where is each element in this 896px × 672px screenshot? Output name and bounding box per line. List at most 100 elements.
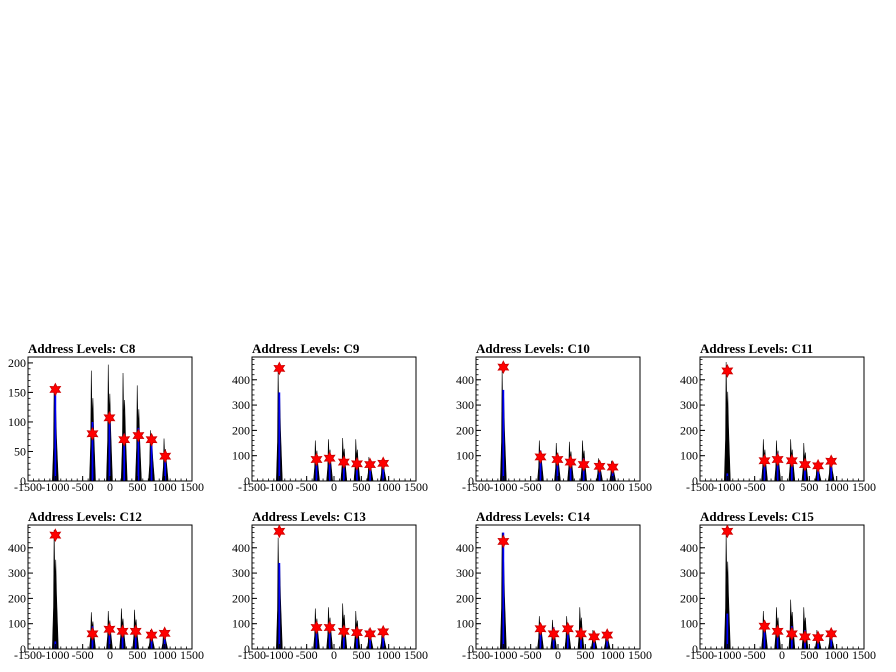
histogram-black-bar: [724, 532, 731, 650]
y-tick-label: 150: [8, 385, 26, 399]
y-tick-label: 100: [456, 617, 474, 631]
histogram-blue-bar: [830, 462, 833, 481]
chart-title: Address Levels: C13: [252, 509, 366, 524]
peak-marker: [49, 382, 62, 397]
peak-marker: [364, 457, 377, 472]
x-tick-label: -500: [72, 480, 94, 494]
peak-marker: [534, 621, 547, 636]
peak-marker: [721, 524, 734, 539]
peak-marker: [273, 524, 286, 539]
peak-marker: [86, 426, 99, 441]
x-tick-label: 500: [800, 648, 818, 662]
peak-marker: [337, 455, 350, 469]
x-tick-label: 500: [800, 480, 818, 494]
peak-marker: [159, 449, 172, 464]
y-tick-label: 200: [8, 591, 26, 605]
x-tick-label: -1500: [238, 648, 266, 662]
peak-marker: [49, 528, 62, 543]
y-tick-label: 100: [232, 449, 250, 463]
histogram-blue-bar: [91, 421, 94, 481]
chart-title: Address Levels: C8: [28, 341, 136, 356]
x-tick-label: 0: [331, 480, 337, 494]
y-tick-label: 200: [232, 591, 250, 605]
peak-marker: [103, 410, 116, 425]
x-tick-label: 1000: [377, 480, 401, 494]
chart-panel: Address Levels: C13 0 100 200 300 400 -1500 -10…: [232, 509, 428, 662]
histogram-blue-bar: [556, 455, 559, 481]
x-tick-label: 500: [128, 480, 146, 494]
y-tick-label: 50: [14, 444, 26, 458]
x-tick-label: 1500: [404, 480, 428, 494]
histogram-blue-bar: [369, 633, 371, 649]
peak-marker: [812, 630, 825, 645]
histogram-blue-bar: [164, 451, 167, 481]
peak-marker: [798, 629, 811, 644]
x-tick-label: 500: [352, 648, 370, 662]
y-tick-label: 0: [244, 474, 250, 488]
peak-marker: [129, 624, 142, 639]
peak-marker: [497, 534, 510, 549]
y-tick-label: 400: [680, 373, 698, 387]
y-tick-label: 0: [468, 642, 474, 656]
x-tick-label: -1500: [462, 648, 490, 662]
histogram-blue-bar: [726, 613, 729, 649]
y-tick-label: 400: [232, 541, 250, 555]
x-tick-label: 0: [107, 648, 113, 662]
histogram-blue-bar: [315, 626, 318, 649]
y-tick-label: 200: [232, 423, 250, 437]
y-tick-label: 400: [680, 541, 698, 555]
histogram-blue-bar: [328, 624, 331, 649]
peak-marker: [561, 621, 574, 636]
x-tick-label: -1000: [41, 480, 69, 494]
chart-panel: Address Levels: C11 0 100 200 300 400 -1500 -10…: [680, 341, 876, 494]
peak-marker: [145, 628, 158, 642]
histogram-blue-bar: [776, 453, 779, 481]
peak-marker: [758, 453, 771, 468]
y-tick-label: 300: [456, 398, 474, 412]
x-tick-label: -500: [296, 480, 318, 494]
x-tick-label: -500: [72, 648, 94, 662]
histogram-blue-bar: [776, 627, 779, 649]
x-tick-label: 1500: [628, 480, 652, 494]
histogram-blue-bar: [763, 458, 766, 481]
x-tick-label: 1000: [601, 480, 625, 494]
chart-title: Address Levels: C11: [700, 341, 813, 356]
histogram-blue-bar: [569, 456, 572, 481]
peak-marker: [825, 626, 838, 641]
histogram-blue-bar: [817, 465, 819, 481]
peak-marker: [771, 624, 784, 639]
histogram-blue-bar: [502, 389, 505, 481]
histogram-blue-bar: [328, 456, 331, 481]
peak-marker: [323, 620, 336, 635]
peak-marker: [310, 620, 323, 635]
peak-marker: [758, 619, 771, 634]
histogram-blue-bar: [502, 532, 505, 649]
chart-title: Address Levels: C12: [28, 509, 142, 524]
x-tick-label: 1000: [153, 648, 177, 662]
chart-title: Address Levels: C15: [700, 509, 814, 524]
y-tick-label: 100: [456, 449, 474, 463]
histogram-blue-bar: [163, 633, 166, 649]
x-tick-label: -500: [744, 648, 766, 662]
peak-marker: [785, 626, 798, 641]
peak-marker: [132, 428, 145, 443]
x-tick-label: 0: [555, 648, 561, 662]
histogram-blue-bar: [278, 392, 281, 481]
x-tick-label: 0: [331, 648, 337, 662]
histogram-blue-bar: [134, 628, 137, 649]
peak-marker: [116, 624, 129, 639]
x-tick-label: -1500: [462, 480, 490, 494]
peak-marker: [601, 628, 614, 642]
peak-marker: [812, 458, 825, 473]
x-tick-label: 1500: [628, 648, 652, 662]
x-tick-label: 1500: [180, 480, 204, 494]
x-tick-label: 1000: [153, 480, 177, 494]
histogram-blue-bar: [606, 635, 609, 649]
peak-marker: [377, 624, 390, 639]
x-tick-label: -1000: [713, 480, 741, 494]
peak-marker: [534, 450, 547, 464]
y-tick-label: 300: [680, 398, 698, 412]
x-tick-label: 500: [128, 648, 146, 662]
y-tick-label: 100: [680, 617, 698, 631]
x-tick-label: 1000: [825, 648, 849, 662]
